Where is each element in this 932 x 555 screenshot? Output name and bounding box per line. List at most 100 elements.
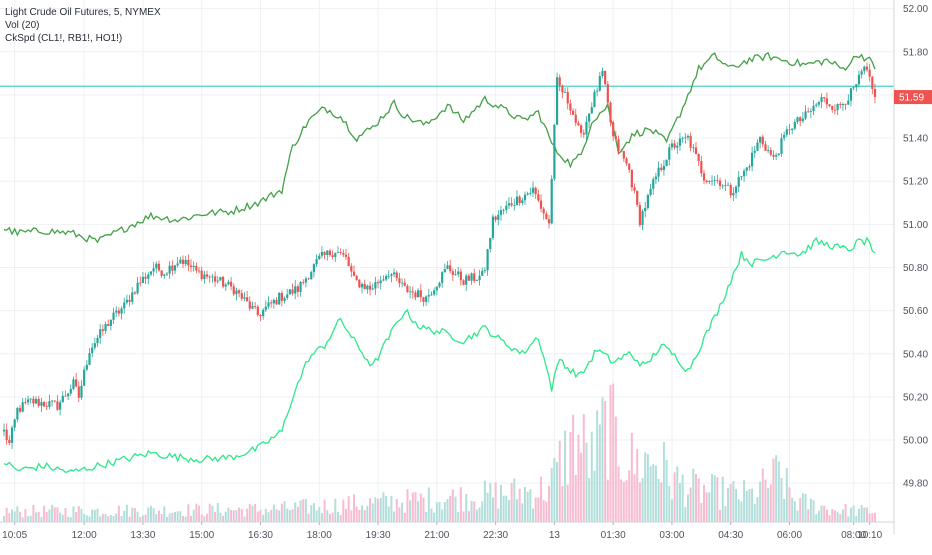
- candle-body: [521, 200, 524, 203]
- candle-body: [342, 252, 345, 255]
- volume-bar: [371, 503, 374, 522]
- lower-line-series: [3, 236, 876, 474]
- candle-body: [708, 181, 711, 183]
- volume-bar: [382, 492, 385, 522]
- volume-bar: [662, 442, 665, 522]
- candle-body: [555, 77, 559, 125]
- volume-bar: [56, 507, 59, 522]
- candle-body: [235, 290, 238, 295]
- volume-bar: [304, 499, 307, 522]
- volume-bar: [499, 484, 502, 522]
- volume-bar: [785, 468, 788, 522]
- volume-bar: [275, 509, 278, 522]
- volume-bar: [572, 414, 575, 522]
- candle-body: [604, 70, 607, 85]
- volume-bar: [574, 474, 577, 522]
- volume-bar: [844, 503, 847, 522]
- last-price-label: 51.59: [899, 93, 924, 104]
- volume-bar: [860, 504, 863, 522]
- volume-bar: [620, 479, 623, 522]
- candle-body: [125, 299, 129, 303]
- volume-bar: [163, 506, 166, 522]
- candle-body: [761, 136, 764, 145]
- candle-body: [328, 250, 332, 256]
- candle-body: [855, 84, 858, 88]
- candle-body: [409, 291, 412, 293]
- candle-body: [267, 302, 270, 307]
- candle-body: [644, 207, 647, 212]
- volume-bar: [510, 482, 513, 522]
- candle-body: [489, 237, 492, 250]
- candle-body: [230, 281, 233, 287]
- candle-body: [32, 398, 35, 404]
- symbol-title[interactable]: Light Crude Oil Futures, 5, NYMEX: [5, 7, 161, 18]
- candle-body: [213, 276, 217, 282]
- candle-body: [796, 117, 799, 122]
- candle-body: [831, 106, 834, 110]
- volume-bar: [823, 505, 826, 522]
- time-tick-label: 12:00: [72, 530, 97, 541]
- volume-bar: [644, 452, 647, 522]
- candle-body: [371, 288, 374, 290]
- candle-body: [491, 216, 495, 238]
- volume-bar: [187, 504, 190, 522]
- time-tick-label: 03:00: [659, 530, 684, 541]
- candle-body: [767, 150, 770, 151]
- volume-bar: [147, 507, 150, 522]
- volume-bar: [849, 507, 852, 522]
- volume-bar: [756, 497, 759, 522]
- candle-body: [173, 265, 177, 271]
- volume-bar: [27, 516, 30, 522]
- volume-bar: [625, 480, 628, 522]
- candle-body: [873, 88, 877, 98]
- candle-body: [636, 190, 639, 205]
- volume-bar: [433, 512, 436, 522]
- candle-body: [363, 283, 366, 290]
- candle-body: [697, 153, 700, 162]
- volume-bar: [347, 496, 350, 522]
- candle-body: [120, 308, 123, 314]
- volume-bar: [411, 492, 414, 522]
- candle-body: [352, 271, 356, 276]
- candle-body: [64, 395, 67, 397]
- volume-bar: [588, 477, 591, 522]
- volume-bar: [139, 517, 142, 522]
- candle-body: [793, 121, 796, 129]
- volume-bar: [569, 431, 572, 522]
- time-axis[interactable]: 10:05 12:00 13:30 15:00 16:30 18:00 19:30 21:00…: [0, 521, 894, 541]
- candle-body: [582, 132, 585, 135]
- volume-indicator-label[interactable]: Vol (20): [5, 20, 40, 31]
- candle-body: [221, 276, 225, 287]
- volume-bar: [246, 508, 249, 522]
- candle-body: [147, 274, 150, 279]
- volume-bar: [700, 503, 703, 522]
- candle-body: [296, 286, 299, 292]
- volume-bar: [692, 468, 695, 522]
- candle-body: [334, 252, 337, 257]
- volume-bar: [45, 511, 48, 522]
- volume-bar: [839, 514, 842, 522]
- volume-bar: [294, 502, 297, 522]
- candle-body: [427, 295, 430, 297]
- price-axis[interactable]: 52.0051.8051.6051.4051.2051.0050.8050.60…: [893, 0, 932, 534]
- candle-body: [181, 259, 185, 265]
- candle-body: [563, 92, 567, 93]
- volume-bar: [668, 485, 671, 522]
- candle-body: [203, 274, 206, 280]
- volume-bar: [182, 516, 185, 522]
- candle-body: [470, 273, 473, 281]
- candle-body: [238, 290, 241, 294]
- volume-bar: [192, 509, 195, 522]
- volume-bar: [315, 510, 318, 522]
- volume-bar: [809, 498, 812, 522]
- volume-bar: [534, 497, 537, 522]
- candle-body: [115, 310, 118, 313]
- candle-body: [817, 102, 820, 105]
- spread-indicator-label[interactable]: CkSpd (CL1!, RB1!, HO1!): [5, 33, 123, 44]
- volume-bar: [673, 472, 676, 522]
- candle-body: [726, 184, 730, 186]
- volume-bar: [486, 492, 489, 522]
- volume-bar: [665, 459, 668, 522]
